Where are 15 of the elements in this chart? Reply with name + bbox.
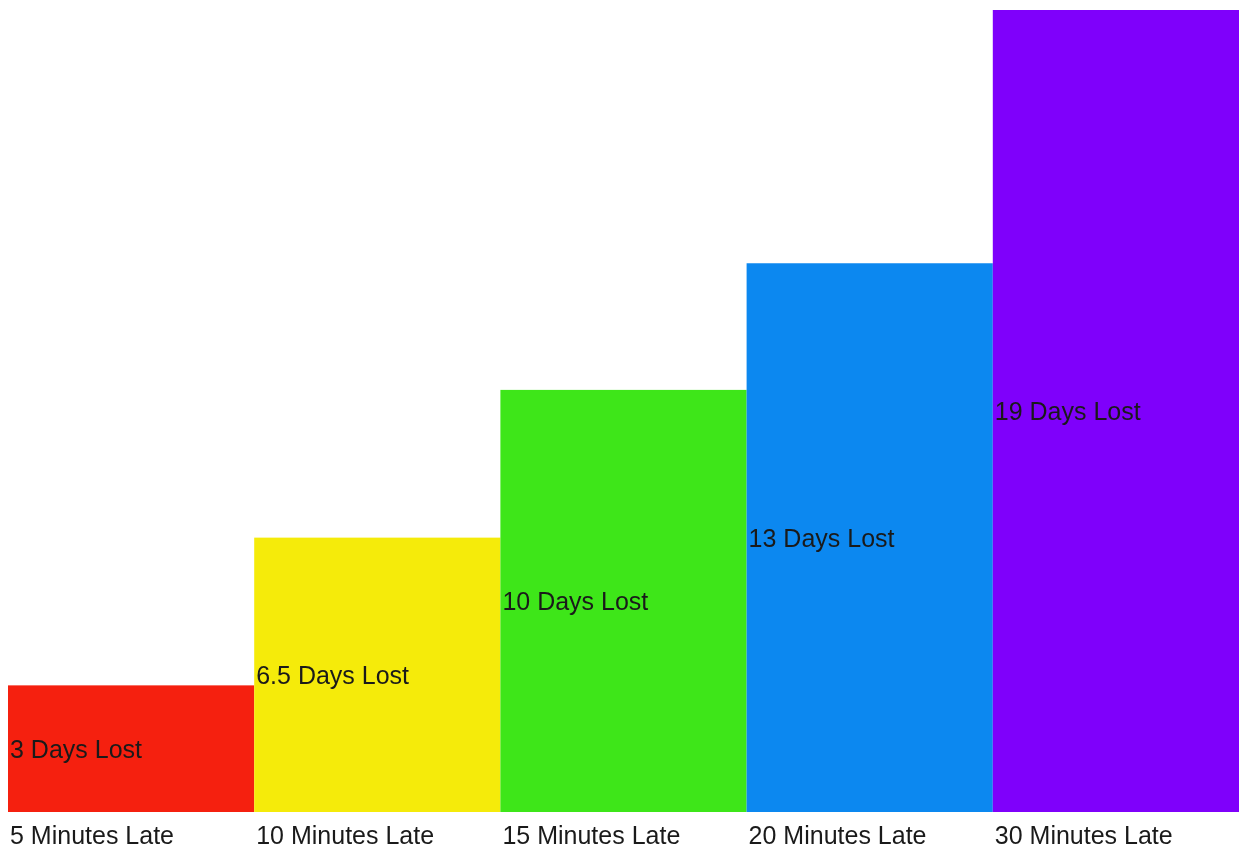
bar (746, 263, 993, 812)
data-label: 19 Days Lost (994, 397, 1141, 425)
bar (8, 685, 255, 812)
data-label: 10 Days Lost (502, 586, 649, 615)
x-tick-label: 30 Minutes Late (994, 821, 1173, 849)
data-label: 6.5 Days Lost (256, 660, 410, 689)
x-tick-label: 20 Minutes Late (748, 821, 927, 849)
bar (992, 10, 1239, 812)
x-tick-label: 5 Minutes Late (10, 821, 174, 849)
data-label: 13 Days Lost (748, 523, 895, 552)
x-tick-label: 10 Minutes Late (256, 821, 435, 849)
bar (500, 389, 747, 812)
data-label: 3 Days Lost (10, 734, 143, 763)
bar (254, 537, 501, 812)
x-tick-label: 15 Minutes Late (502, 821, 681, 849)
